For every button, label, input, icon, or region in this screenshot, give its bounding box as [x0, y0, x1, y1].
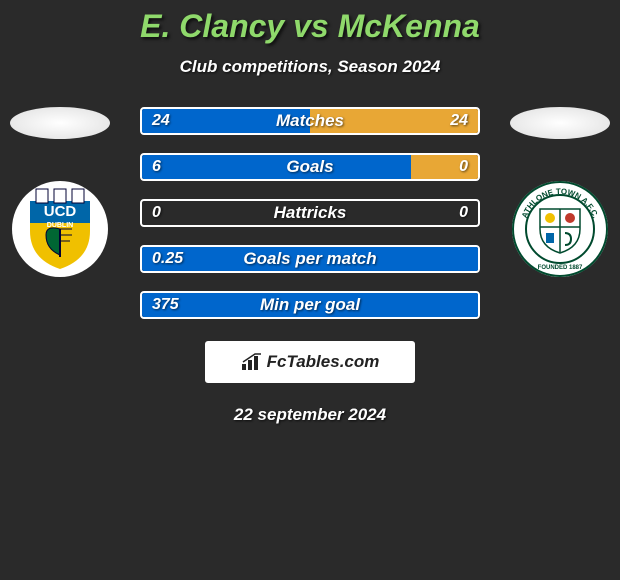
crest-left-icon: UCD DUBLIN — [10, 179, 110, 279]
chart-icon — [241, 353, 263, 371]
crest-left: UCD DUBLIN — [10, 179, 110, 279]
stat-label: Goals — [142, 155, 478, 179]
stat-label: Min per goal — [142, 293, 478, 317]
stat-row: 0Hattricks0 — [140, 199, 480, 227]
stat-row: 375Min per goal — [140, 291, 480, 319]
crest-right-icon: ATHLONE TOWN A.F.C. FOUNDED 1887 — [510, 179, 610, 279]
comparison-content: UCD DUBLIN ATHLONE TOWN A.F.C. FOUNDED — [0, 107, 620, 319]
branding-text: FcTables.com — [267, 352, 380, 372]
subtitle: Club competitions, Season 2024 — [0, 57, 620, 77]
branding-badge: FcTables.com — [205, 341, 415, 383]
date-text: 22 september 2024 — [0, 405, 620, 425]
svg-text:FOUNDED 1887: FOUNDED 1887 — [538, 265, 583, 271]
stat-value-right: 0 — [459, 155, 468, 179]
stat-value-right: 24 — [450, 109, 468, 133]
player-left-photo-placeholder — [10, 107, 110, 139]
stat-row: 6Goals0 — [140, 153, 480, 181]
svg-text:UCD: UCD — [44, 203, 77, 220]
player-right-column: ATHLONE TOWN A.F.C. FOUNDED 1887 — [500, 107, 620, 279]
stat-row: 0.25Goals per match — [140, 245, 480, 273]
stat-label: Matches — [142, 109, 478, 133]
player-right-photo-placeholder — [510, 107, 610, 139]
stats-container: 24Matches246Goals00Hattricks00.25Goals p… — [140, 107, 480, 319]
stat-label: Hattricks — [142, 201, 478, 225]
stat-label: Goals per match — [142, 247, 478, 271]
crest-right: ATHLONE TOWN A.F.C. FOUNDED 1887 — [510, 179, 610, 279]
player-left-column: UCD DUBLIN — [0, 107, 120, 279]
page-title: E. Clancy vs McKenna — [0, 0, 620, 45]
stat-row: 24Matches24 — [140, 107, 480, 135]
stat-value-right: 0 — [459, 201, 468, 225]
